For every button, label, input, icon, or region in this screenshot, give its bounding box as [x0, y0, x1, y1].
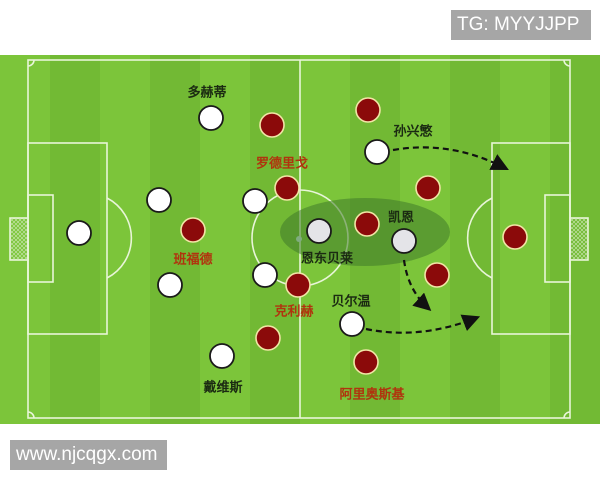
player-red	[285, 272, 311, 298]
player-red	[424, 262, 450, 288]
player-white	[66, 220, 92, 246]
player-white	[209, 343, 235, 369]
player-white	[364, 139, 390, 165]
label-klich: 克利赫	[274, 304, 314, 320]
label-doherty: 多赫蒂	[187, 85, 227, 101]
watermark-top: TG: MYYJJPP	[451, 10, 591, 40]
label-kane: 凯恩	[387, 210, 415, 226]
arrow-kane-run	[402, 259, 432, 311]
goal-left	[9, 217, 29, 261]
label-bamford: 班福德	[173, 252, 213, 268]
team-red	[180, 97, 528, 375]
label-alioski: 阿里奥斯基	[339, 387, 405, 403]
arrow-bergwijn-run	[365, 314, 481, 334]
player-red	[355, 97, 381, 123]
player-red	[259, 112, 285, 138]
arrow-son-run	[392, 146, 509, 170]
label-son: 孙兴慜	[393, 124, 433, 140]
run-arrows	[365, 146, 509, 334]
label-bergwijn: 贝尔温	[331, 294, 371, 310]
player-white	[242, 188, 268, 214]
player-white	[252, 262, 278, 288]
player-red	[502, 224, 528, 250]
player-red	[415, 175, 441, 201]
player-white	[391, 228, 417, 254]
player-white	[306, 218, 332, 244]
label-davies: 戴维斯	[203, 380, 243, 396]
watermark-bottom: www.njcqgx.com	[10, 440, 167, 470]
goal-right	[569, 217, 589, 261]
label-rodrigo: 罗德里戈	[255, 156, 309, 172]
player-white	[146, 187, 172, 213]
player-white	[339, 311, 365, 337]
player-red	[354, 211, 380, 237]
player-red	[353, 349, 379, 375]
label-ndombele: 恩东贝莱	[300, 251, 354, 267]
team-white	[66, 105, 417, 369]
player-red	[180, 217, 206, 243]
football-pitch	[0, 55, 600, 424]
player-red	[274, 175, 300, 201]
player-red	[255, 325, 281, 351]
player-white	[157, 272, 183, 298]
player-white	[198, 105, 224, 131]
